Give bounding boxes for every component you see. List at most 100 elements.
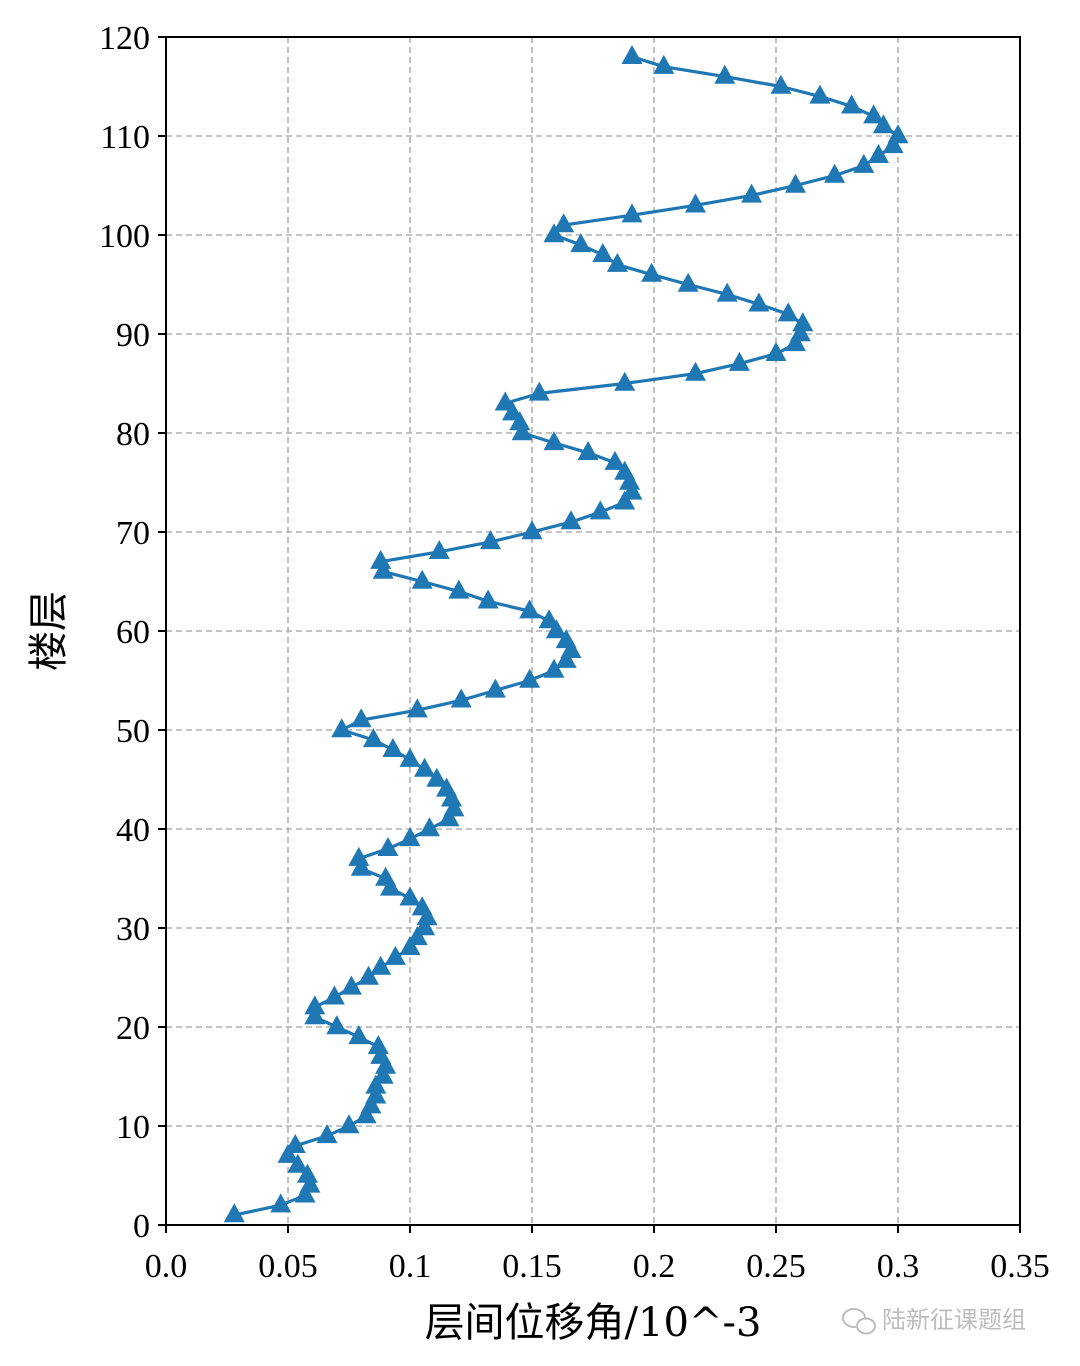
data-point-marker [362, 728, 384, 748]
data-point-marker [438, 807, 460, 827]
y-tick-label: 100 [99, 218, 150, 255]
data-point-marker [270, 1193, 292, 1213]
x-axis-ticks: 0.0 0.05 0.1 0.15 0.2 0.25 0.3 0.35 [145, 1225, 1050, 1285]
data-point-marker [728, 351, 750, 371]
data-point-marker [509, 411, 531, 431]
data-point-marker [426, 767, 448, 787]
watermark: 陆新征课题组 [842, 1306, 1026, 1335]
data-point-marker [406, 698, 428, 718]
data-point-marker [868, 144, 889, 163]
data-point-marker [316, 1124, 338, 1144]
data-point-marker [299, 1173, 321, 1193]
data-point-marker [414, 916, 436, 936]
grid [165, 36, 1021, 1226]
data-point-marker [685, 193, 706, 213]
data-point-marker [519, 599, 541, 619]
data-point-marker [428, 540, 450, 559]
data-point-marker [653, 54, 675, 74]
data-point-marker [614, 371, 636, 391]
data-point-marker [350, 856, 372, 876]
watermark-text: 陆新征课题组 [882, 1306, 1026, 1334]
x-tick-label: 0.0 [145, 1248, 188, 1285]
data-point-marker [853, 153, 875, 173]
data-point-marker [370, 1044, 392, 1064]
data-point-marker [560, 510, 582, 530]
data-point-marker [887, 124, 909, 144]
data-point-marker [277, 1143, 299, 1163]
data-point-marker [543, 658, 565, 678]
x-tick-label: 0.2 [633, 1248, 676, 1285]
data-point-marker [716, 282, 738, 302]
data-point-marker [641, 262, 663, 282]
data-point-marker [365, 1074, 387, 1094]
data-point-marker [375, 866, 397, 886]
y-tick-label: 110 [100, 119, 150, 156]
data-point-marker [350, 708, 372, 728]
data-point-marker [382, 738, 404, 757]
data-point-marker [777, 302, 799, 322]
data-point-marker [614, 490, 636, 510]
data-point-marker [331, 718, 353, 738]
wechat-icon [842, 1308, 876, 1335]
data-point-marker [358, 965, 379, 985]
data-point-marker [419, 817, 440, 837]
data-point-marker [619, 470, 641, 490]
data-point-marker [570, 233, 592, 253]
x-axis-label: 层间位移角/10^-3 [425, 1300, 762, 1346]
data-point-marker [375, 1054, 397, 1074]
x-tick-label: 0.1 [389, 1248, 432, 1285]
x-tick-label: 0.35 [990, 1248, 1050, 1285]
x-tick-label: 0.15 [502, 1248, 562, 1285]
data-point-marker [577, 441, 599, 460]
data-point-marker [555, 648, 577, 668]
data-point-marker [511, 421, 533, 441]
data-point-marker [560, 639, 582, 658]
data-point-marker [370, 955, 392, 975]
data-point-marker [477, 589, 499, 609]
data-point-marker [480, 530, 501, 550]
data-point-marker [553, 213, 575, 233]
data-point-marker [555, 629, 577, 649]
data-point-marker [543, 223, 565, 243]
data-point-marker [824, 163, 846, 183]
data-point-marker [411, 896, 433, 916]
data-point-marker [604, 450, 626, 470]
data-point-marker [323, 985, 345, 1005]
data-point-marker [338, 1114, 360, 1134]
y-tick-label: 10 [116, 1109, 150, 1146]
data-point-marker [748, 292, 770, 312]
data-point-marker [372, 559, 394, 579]
data-point-marker [294, 1183, 316, 1203]
data-point-marker [360, 1094, 382, 1114]
data-point-marker [502, 401, 523, 421]
data-point-marker [348, 846, 370, 866]
y-tick-label: 0 [133, 1208, 150, 1245]
data-point-marker [785, 332, 806, 352]
data-point-marker [304, 995, 326, 1015]
data-point-marker [436, 777, 458, 797]
data-point-marker [441, 787, 462, 807]
data-point-marker [521, 520, 543, 540]
data-point-marker [355, 1104, 377, 1124]
x-tick-label: 0.05 [258, 1248, 318, 1285]
y-tick-label: 120 [99, 20, 150, 57]
data-point-marker [528, 381, 550, 401]
data-point-marker [380, 876, 401, 896]
data-point-marker [414, 757, 436, 777]
data-point-marker [399, 747, 421, 767]
data-point-marker [614, 460, 636, 480]
data-point-marker [370, 549, 392, 569]
x-tick-label: 0.3 [877, 1248, 920, 1285]
data-point-marker [284, 1134, 306, 1153]
data-point-marker [538, 609, 560, 629]
y-tick-label: 80 [116, 416, 150, 453]
data-point-marker [384, 945, 406, 965]
data-point-marker [809, 84, 831, 104]
data-point-marker [377, 837, 399, 856]
data-point-marker [304, 1005, 326, 1025]
data-point-marker [765, 342, 787, 361]
data-point-marker [770, 74, 792, 94]
data-point-marker [448, 579, 470, 599]
data-point-marker [714, 64, 736, 84]
data-point-marker [621, 480, 643, 500]
